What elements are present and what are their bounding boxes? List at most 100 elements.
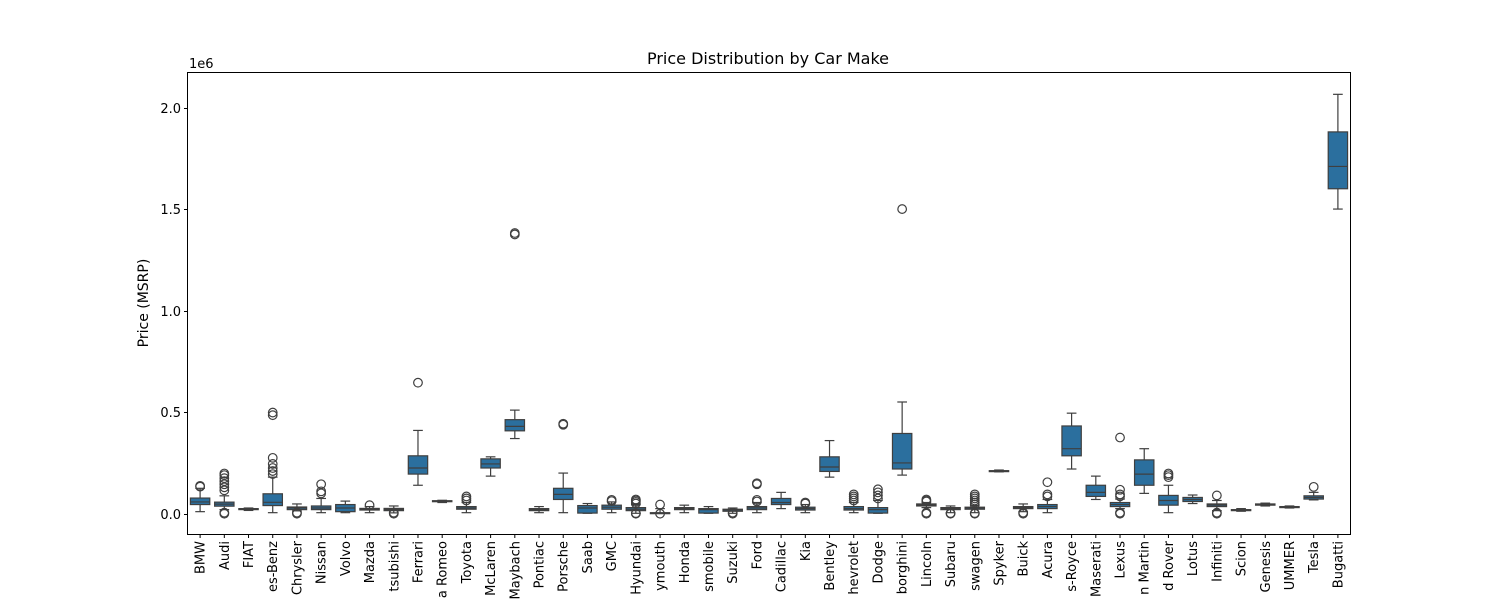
box-hyundai [625, 494, 647, 519]
y-axis-label: Price (MSRP) [136, 259, 152, 348]
outlier-point [945, 508, 956, 518]
x-tick-label: Spyker [992, 540, 1007, 585]
box-porsche [552, 418, 574, 514]
x-tick-label: GMC [605, 541, 620, 571]
outlier-point [267, 459, 278, 469]
box-hevrolet [843, 489, 865, 514]
box-maserati [1085, 475, 1107, 501]
outlier-point [1115, 484, 1125, 495]
box-bugatti [1327, 93, 1349, 210]
outlier-point [267, 410, 278, 421]
box-suzuki [722, 507, 743, 519]
x-tick-label: FIAT [242, 541, 257, 568]
box-gmc [601, 494, 622, 514]
outlier-point [195, 480, 206, 491]
outlier-point [800, 497, 811, 508]
x-tick-label: Nissan [315, 541, 330, 584]
outlier-point [727, 507, 738, 518]
x-tick-label: n Martin [1138, 541, 1153, 595]
box-series [189, 93, 1349, 519]
iqr-box [407, 455, 429, 475]
outlier-point [873, 487, 883, 498]
x-tick-label: es-Benz [266, 541, 281, 592]
outlier-point [873, 484, 883, 495]
x-tick-label: Honda [678, 541, 693, 583]
box-kia [795, 497, 816, 514]
outlier-point [509, 228, 520, 238]
x-tick-label: BMW [194, 541, 209, 574]
outlier-point [1163, 468, 1174, 479]
outlier-point [751, 494, 762, 505]
box-d-rover [1158, 468, 1179, 514]
outlier-point [267, 407, 278, 418]
box-genesis [1254, 502, 1276, 507]
outlier-point [219, 468, 230, 479]
outlier-point [219, 507, 230, 518]
x-tick-label: Lotus [1186, 541, 1201, 576]
outlier-point [267, 466, 278, 476]
box-saab [577, 502, 598, 514]
box-dodge [867, 484, 889, 514]
outlier-point [1115, 507, 1125, 518]
x-tick-label: Maybach [508, 541, 523, 599]
plot-frame [187, 72, 1351, 535]
box-mclaren [480, 456, 501, 477]
x-tick-label: Infiniti [1210, 541, 1225, 582]
outlier-point [921, 494, 932, 505]
iqr-box [819, 456, 840, 473]
x-tick-label: Buick [1017, 541, 1032, 577]
outlier-point [630, 508, 641, 518]
x-tick-label: s-Royce [1065, 541, 1080, 592]
box-ferrari [407, 377, 429, 486]
x-tick-label: Subaru [944, 541, 959, 587]
iqr-box [770, 497, 792, 506]
box-swagen [964, 489, 986, 519]
box-volvo [335, 500, 356, 514]
box-toyota [456, 491, 477, 514]
x-tick-label: Cadillac [775, 541, 790, 592]
x-tick-label: Mazda [363, 541, 378, 583]
chart-title: Price Distribution by Car Make [647, 49, 889, 68]
outlier-point [364, 500, 375, 511]
x-tick-label: Porsche [557, 541, 572, 592]
x-tick-label: Volvo [339, 541, 354, 576]
x-tick-label: Scion [1235, 541, 1250, 576]
box-ummer [1279, 505, 1300, 509]
outlier-point [630, 494, 641, 505]
iqr-box [262, 493, 284, 507]
iqr-box [698, 508, 719, 514]
box-cadillac [770, 491, 792, 510]
outlier-point [461, 491, 472, 502]
box-es-benz [262, 407, 284, 514]
box-spyker [988, 469, 1010, 473]
x-tick-label: Bugatti [1331, 541, 1346, 588]
x-tick-label: a Romeo [436, 541, 451, 598]
box-audi [214, 468, 235, 519]
box-subaru [940, 505, 961, 519]
box-smobile [698, 505, 719, 514]
outlier-point [1042, 489, 1053, 500]
y-tick-label: 0.0 [160, 508, 181, 523]
x-tick-label: Chrysler [290, 540, 305, 595]
box-mazda [359, 500, 380, 514]
box-tsubishi [383, 505, 405, 519]
outlier-point [873, 490, 883, 501]
outlier-point [219, 473, 230, 484]
x-tick-label: Ferrari [411, 541, 426, 583]
outlier-point [897, 204, 908, 214]
x-tick-label: ymouth [654, 541, 669, 591]
y-tick-label: 1.0 [160, 305, 181, 320]
outlier-point [655, 508, 665, 519]
iqr-box [1061, 425, 1082, 457]
box-buick [1012, 503, 1034, 519]
iqr-box [189, 497, 211, 506]
outlier-point [413, 377, 423, 388]
box-a-romeo [431, 499, 453, 504]
x-tick-label: tsubishi [387, 541, 402, 592]
outlier-point [1211, 507, 1222, 518]
outlier-point [267, 469, 278, 479]
iqr-box [504, 419, 526, 432]
outlier-point [558, 418, 569, 429]
